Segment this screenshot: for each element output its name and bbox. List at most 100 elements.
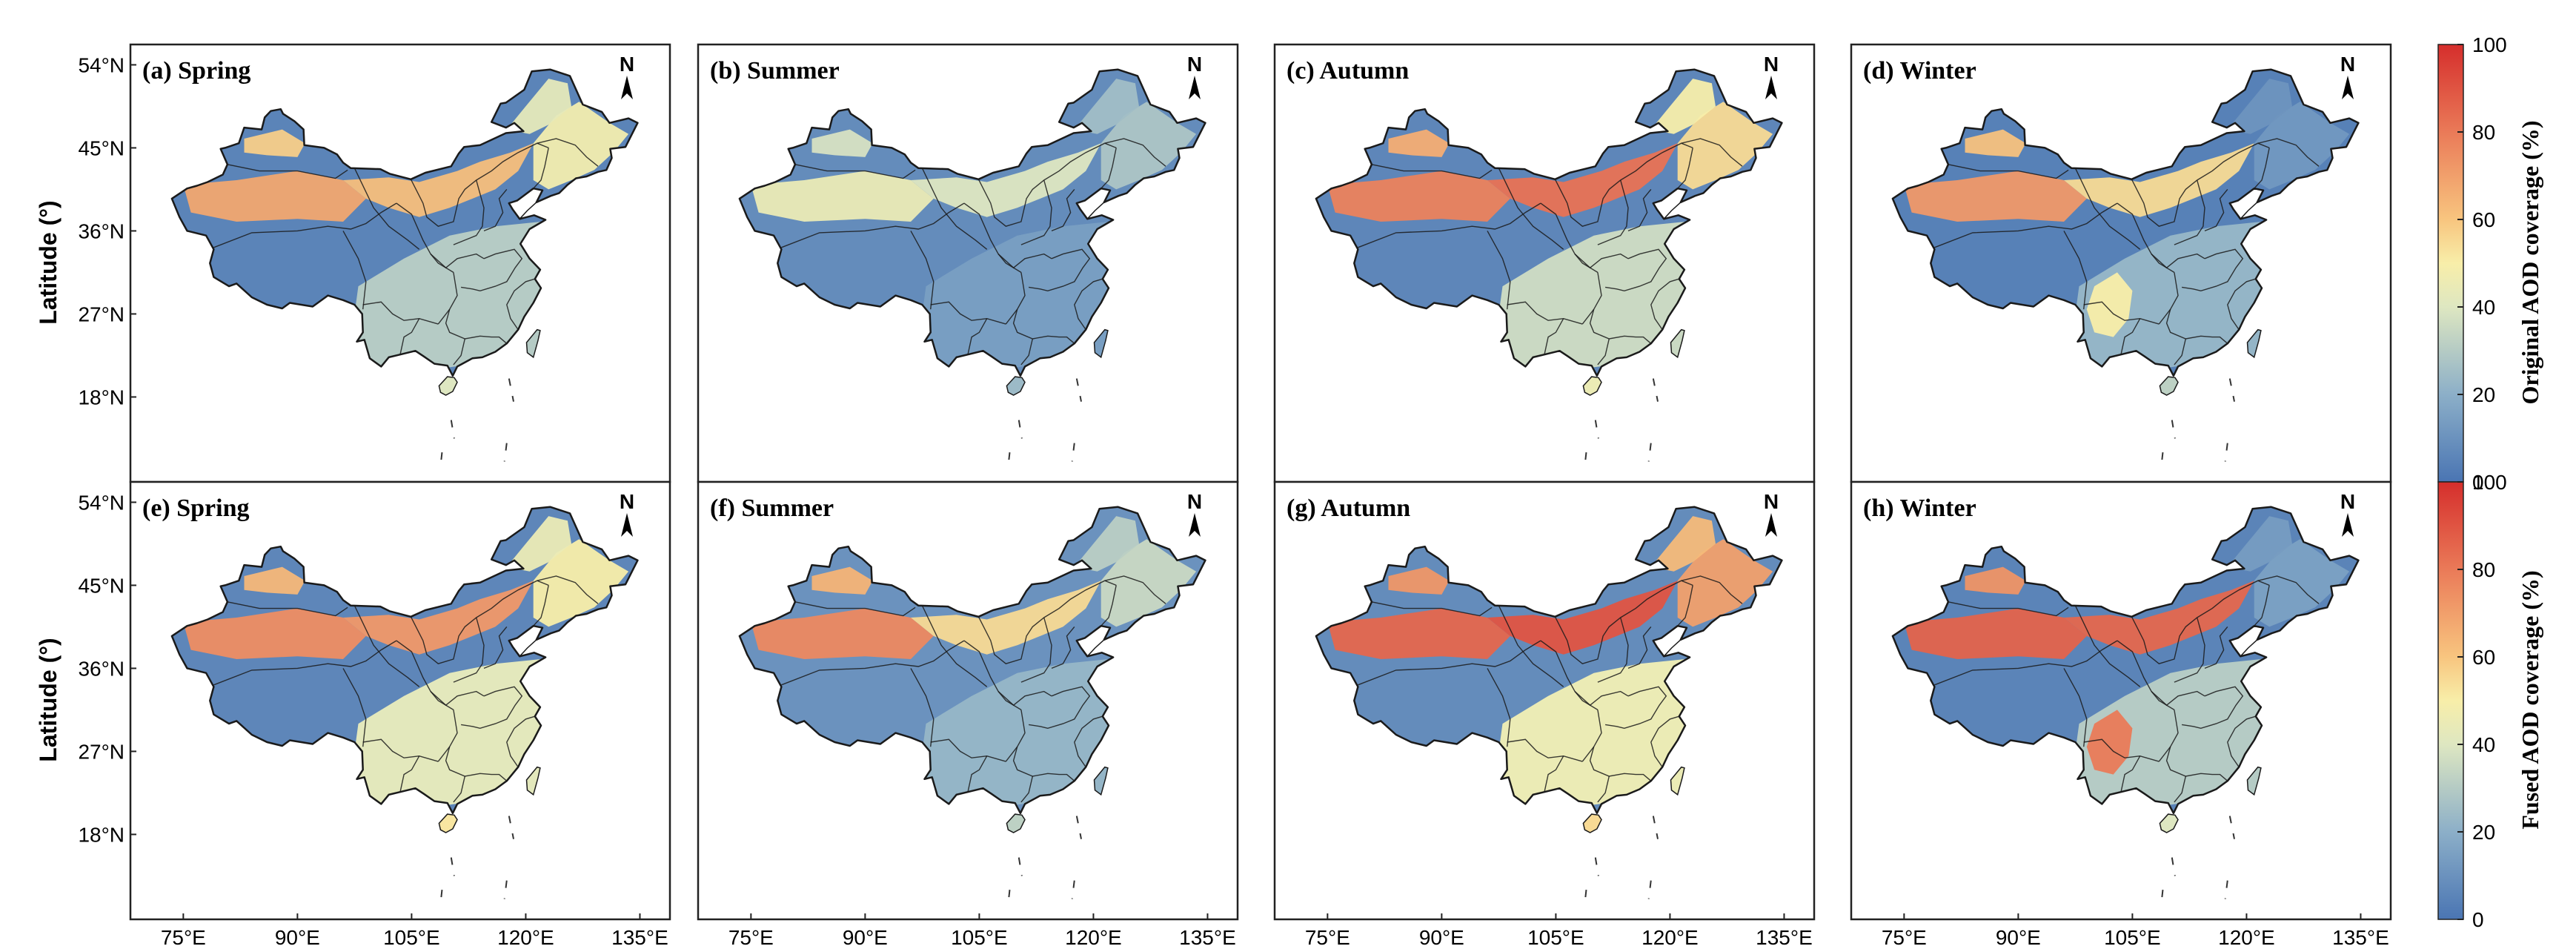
province-border: [537, 575, 599, 604]
province-border: [533, 585, 549, 626]
region-northeast: [2254, 539, 2350, 627]
hainan-island: [1582, 376, 1602, 396]
region-northeast: [533, 102, 629, 190]
province-border: [342, 231, 367, 310]
y-tick-label: 27°N: [78, 740, 125, 763]
province-border: [1544, 318, 1564, 355]
north-arrow-icon: [1765, 513, 1777, 537]
province-border: [2254, 148, 2270, 189]
coverage-field: [1327, 516, 1773, 807]
province-border: [1005, 746, 1018, 762]
panel-label: (f) Summer: [710, 495, 834, 522]
region-northeast: [2227, 516, 2292, 572]
province-border: [1012, 272, 1075, 344]
y-tick-label: 18°N: [78, 823, 125, 846]
region-northeast: [506, 516, 571, 572]
province-border: [2174, 338, 2186, 366]
province-border: [963, 640, 1022, 710]
region-desert-west: [1388, 566, 1450, 595]
region-northeast: [1650, 79, 1716, 134]
taiwan-island: [1093, 766, 1109, 796]
province-border: [1589, 710, 1652, 781]
china-outline: [1891, 506, 2360, 815]
region-hotspot: [2086, 710, 2133, 775]
hainan-island: [438, 813, 458, 833]
province-border: [2063, 231, 2088, 310]
province-border: [794, 164, 916, 179]
y-tick-label: 54°N: [78, 491, 125, 514]
province-border: [2131, 142, 2270, 227]
region-northeast: [1677, 539, 1773, 627]
north-arrow-label: N: [620, 53, 634, 76]
north-arrow-icon: [1189, 513, 1201, 537]
taiwan-island: [2246, 328, 2262, 359]
province-border: [1589, 272, 1652, 344]
province-border: [2151, 253, 2205, 269]
province-border: [2174, 179, 2205, 245]
province-border: [1597, 338, 1610, 366]
province-border: [1507, 301, 1583, 325]
map-panel-spring-fused: (e) Spring N 54°N 45°N 36°N 27°N 18°N 75°E 90°E 1…: [78, 480, 671, 949]
north-arrow-label: N: [2340, 53, 2355, 76]
colorbar-gradient: [2437, 481, 2464, 920]
province-border: [921, 605, 988, 687]
taiwan-island: [2246, 766, 2262, 796]
province-border: [453, 617, 485, 683]
province-border: [967, 318, 988, 355]
province-border: [1597, 776, 1610, 803]
region-desert-west: [811, 129, 873, 157]
province-border: [2074, 605, 2141, 687]
colorbar-tick-label: 20: [2472, 383, 2495, 406]
colorbar-fused: 0 20 40 60 80 100: [2437, 471, 2507, 931]
region-north-belt: [911, 581, 1101, 655]
province-border: [396, 640, 454, 710]
province-border: [1028, 686, 1091, 730]
panel-label: (e) Spring: [142, 495, 250, 522]
province-border: [2257, 575, 2320, 604]
province-border: [2117, 202, 2175, 273]
south-region: [918, 222, 1109, 370]
province-border: [460, 248, 523, 292]
province-border: [2181, 686, 2244, 730]
x-tick-label: 75°E: [1305, 926, 1350, 949]
coverage-field: [751, 516, 1197, 807]
region-northeast: [506, 79, 571, 134]
region-desert-west: [1327, 608, 1510, 659]
colorbar-tick-label: 100: [2472, 33, 2507, 56]
region-desert-west: [751, 608, 934, 659]
province-border: [2254, 585, 2270, 626]
province-border: [2204, 626, 2228, 669]
province-border: [2257, 138, 2320, 167]
region-northeast: [2254, 102, 2350, 190]
hainan-island: [438, 376, 458, 396]
province-border: [1371, 164, 1493, 179]
north-arrow-icon: [2342, 513, 2354, 537]
province-border: [2174, 617, 2205, 683]
province-border: [977, 142, 1117, 227]
province-border: [1020, 338, 1033, 366]
north-arrow-label: N: [1764, 53, 1779, 76]
province-border: [1650, 278, 1680, 330]
province-border: [997, 253, 1052, 269]
north-arrow-icon: [1765, 76, 1777, 99]
province-border: [1604, 686, 1667, 730]
province-border: [437, 308, 451, 325]
region-desert-west: [811, 566, 873, 595]
province-border: [1507, 738, 1583, 762]
x-tick-label: 75°E: [728, 926, 774, 949]
region-north-belt: [343, 581, 534, 655]
colorbar-tick-label: 80: [2472, 121, 2495, 144]
south-region: [918, 659, 1109, 807]
south-region: [2071, 222, 2262, 370]
province-border: [1101, 585, 1117, 626]
province-border: [537, 138, 599, 167]
panel-label: (a) Spring: [142, 57, 250, 85]
region-north-belt: [1487, 581, 1678, 655]
province-border: [2131, 580, 2270, 664]
province-border: [1574, 690, 1629, 707]
colorbar-tick-label: 0: [2472, 908, 2484, 931]
province-border: [921, 168, 988, 250]
province-border: [1051, 626, 1075, 669]
region-northeast: [1677, 102, 1773, 190]
map-panel-spring-original: (a) Spring N 54°N 45°N 36°N 27°N 18°N: [78, 43, 671, 483]
